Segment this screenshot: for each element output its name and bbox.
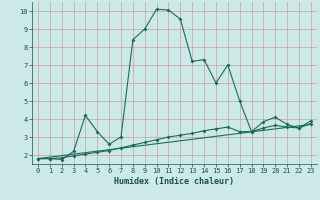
X-axis label: Humidex (Indice chaleur): Humidex (Indice chaleur): [115, 177, 234, 186]
